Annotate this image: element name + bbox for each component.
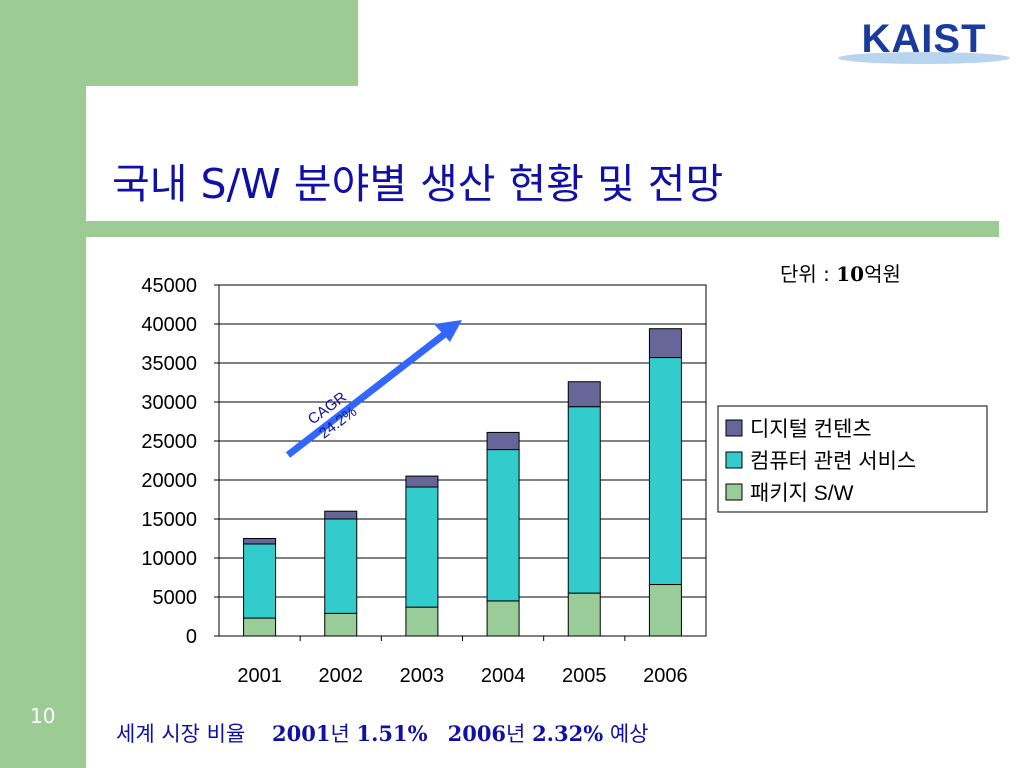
legend-swatch bbox=[725, 419, 743, 437]
legend-label: 디지털 컨텐츠 bbox=[750, 418, 872, 441]
y-tick-label: 25000 bbox=[141, 431, 197, 453]
unit-suffix: 억원 bbox=[864, 262, 901, 286]
bar-segment-s2-2002 bbox=[324, 510, 358, 520]
slide-title: 국내 S/W 분야별 생산 현황 및 전망 bbox=[112, 160, 724, 208]
unit-label: 단위 : 10억원 bbox=[780, 258, 901, 287]
bar-segment-s2-2005 bbox=[567, 381, 601, 408]
footer-value-1: 1.51% bbox=[356, 721, 428, 746]
bar-segment-s1-2001 bbox=[243, 543, 277, 619]
y-tick-label: 45000 bbox=[141, 275, 197, 297]
bar-segment-s2-2004 bbox=[486, 431, 520, 451]
x-tick-label: 2002 bbox=[319, 665, 364, 687]
bar-segment-s0-2005 bbox=[567, 592, 601, 637]
y-tick-label: 10000 bbox=[141, 548, 197, 570]
bar-segment-s2-2003 bbox=[405, 475, 439, 488]
x-tick-label: 2005 bbox=[562, 665, 607, 687]
bar-segment-s0-2001 bbox=[243, 617, 277, 637]
bar-segment-s0-2006 bbox=[648, 584, 682, 637]
y-tick-label: 15000 bbox=[141, 509, 197, 531]
footer-prefix: 세계 시장 비율 bbox=[116, 722, 246, 746]
legend-label: 컴퓨터 관련 서비스 bbox=[750, 450, 916, 473]
footer-year-2-suffix: 년 bbox=[506, 722, 526, 746]
kaist-logo: KAIST bbox=[838, 17, 1010, 64]
x-tick-label: 2006 bbox=[643, 665, 688, 687]
footer-year-1: 2001 bbox=[271, 721, 331, 746]
y-tick-label: 20000 bbox=[141, 470, 197, 492]
unit-label-prefix: 단위 : bbox=[780, 262, 837, 286]
x-tick-label: 2003 bbox=[400, 665, 445, 687]
y-axis-ticks: 0 5000 10000 15000 20000 25000 30000 35000 40000… bbox=[141, 275, 219, 648]
bar-segment-s0-2002 bbox=[324, 612, 358, 637]
cagr-arrow bbox=[285, 330, 449, 458]
gridlines bbox=[219, 323, 706, 598]
cagr-arrowhead bbox=[434, 320, 462, 342]
bar-segment-s0-2003 bbox=[405, 606, 439, 637]
bar-segment-s1-2002 bbox=[324, 518, 358, 614]
left-green-band bbox=[0, 0, 86, 768]
y-tick-label: 35000 bbox=[141, 353, 197, 375]
x-axis-ticks: 2001 2002 2003 2004 2005 2006 bbox=[237, 636, 688, 687]
top-green-band bbox=[0, 0, 358, 86]
bar-segment-s1-2003 bbox=[405, 486, 439, 608]
unit-value: 10 bbox=[836, 262, 865, 286]
page-number: 10 bbox=[30, 704, 56, 728]
legend-label: 패키지 S/W bbox=[750, 482, 854, 505]
y-tick-label: 0 bbox=[186, 626, 197, 648]
footer-value-2: 2.32% bbox=[532, 721, 604, 746]
footer-year-2: 2006 bbox=[447, 721, 507, 746]
logo-text: KAIST bbox=[862, 17, 987, 61]
legend-swatch bbox=[725, 483, 743, 501]
footer-year-1-suffix: 년 bbox=[330, 722, 350, 746]
bar-segment-s1-2004 bbox=[486, 449, 520, 602]
y-tick-label: 5000 bbox=[153, 587, 198, 609]
bar-segment-s2-2006 bbox=[648, 328, 682, 359]
bar-segment-s1-2006 bbox=[648, 357, 682, 586]
bar-segment-s0-2004 bbox=[486, 600, 520, 637]
bar-segment-s1-2005 bbox=[567, 406, 601, 594]
legend-box bbox=[717, 405, 988, 513]
y-tick-label: 40000 bbox=[141, 314, 197, 336]
plot-area bbox=[218, 284, 707, 637]
bar-group bbox=[243, 328, 682, 637]
title-underline-bar bbox=[86, 221, 999, 237]
bar-segment-s2-2001 bbox=[243, 538, 277, 545]
y-tick-label: 30000 bbox=[141, 392, 197, 414]
footer-suffix: 예상 bbox=[609, 722, 649, 746]
x-tick-label: 2004 bbox=[481, 665, 526, 687]
legend-swatch bbox=[725, 451, 743, 469]
footer-note: 세계 시장 비율 2001년 1.51% 2006년 2.32% 예상 bbox=[116, 718, 649, 748]
logo-swoosh bbox=[838, 52, 1010, 64]
x-tick-label: 2001 bbox=[237, 665, 282, 687]
